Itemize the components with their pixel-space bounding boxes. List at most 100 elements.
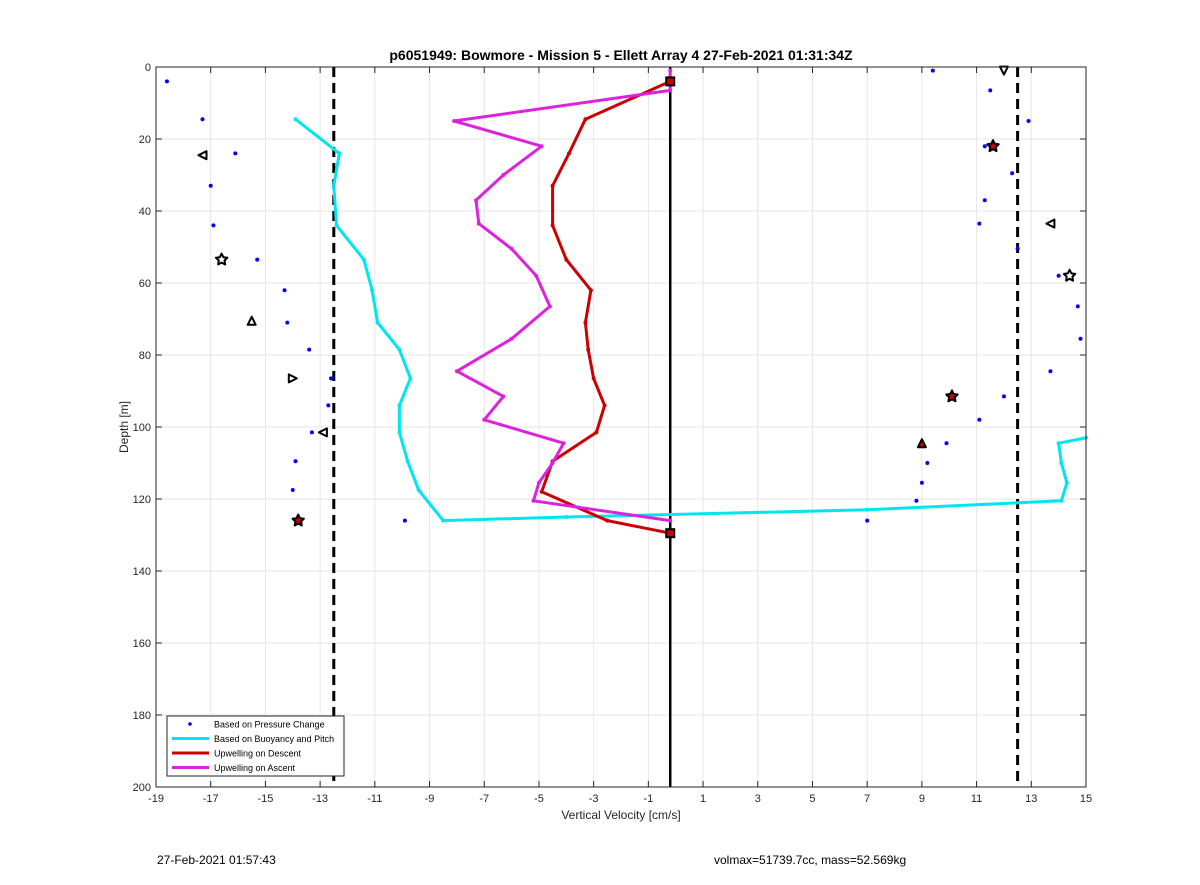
x-tick-label: -15 <box>257 793 273 805</box>
y-tick-label: 200 <box>133 782 151 794</box>
pressure-point <box>1075 304 1080 309</box>
x-tick-label: 9 <box>919 793 925 805</box>
pressure-point <box>982 198 987 203</box>
star-marker <box>1062 268 1077 282</box>
series-point <box>531 498 536 503</box>
series-point <box>509 336 514 341</box>
x-tick-label: -11 <box>367 793 382 805</box>
x-tick-label: 1 <box>700 793 706 805</box>
pressure-point <box>1056 273 1061 278</box>
series-point <box>564 515 569 519</box>
x-tick-label: -1 <box>643 793 653 805</box>
star-marker <box>986 139 1000 153</box>
pressure-point <box>914 498 919 503</box>
series-point <box>370 288 375 293</box>
chart-title: p6051949: Bowmore - Mission 5 - Ellett A… <box>389 47 853 63</box>
series-point <box>501 394 506 399</box>
y-tick-label: 160 <box>133 638 151 650</box>
series-point <box>591 376 596 381</box>
pressure-point <box>982 144 987 149</box>
pressure-point <box>1010 171 1015 176</box>
series-point <box>602 403 607 408</box>
series-point <box>397 347 402 352</box>
series-point <box>561 441 566 446</box>
x-tick-label: -7 <box>479 793 489 805</box>
pressure-point <box>925 461 930 465</box>
legend: Based on Pressure Change Based on Buoyanc… <box>166 715 345 777</box>
y-tick-label: 120 <box>133 494 151 506</box>
pressure-point <box>1078 336 1083 341</box>
legend-swatch <box>188 722 192 726</box>
x-tick-label: 3 <box>755 793 761 805</box>
legend-label: Based on Pressure Change <box>214 720 325 730</box>
series-point <box>397 430 402 435</box>
pressure-point <box>326 403 331 408</box>
pressure-point <box>290 488 295 492</box>
y-tick-label: 0 <box>145 62 151 74</box>
pressure-point <box>200 117 205 122</box>
pressure-point <box>309 430 314 435</box>
pressure-point <box>293 459 298 464</box>
series-point <box>550 461 555 465</box>
x-tick-label: 7 <box>864 793 870 805</box>
series-line <box>540 80 671 535</box>
series-point <box>441 518 446 523</box>
series-point <box>454 369 459 374</box>
series-point <box>668 88 673 93</box>
x-axis-label: Vertical Velocity [cm/s] <box>561 808 680 822</box>
pressure-point <box>282 288 287 293</box>
series-point <box>539 144 544 149</box>
series-point <box>476 221 481 226</box>
series-point <box>474 198 479 203</box>
series-point <box>550 183 555 188</box>
triangle-left-marker <box>317 427 328 438</box>
y-tick-label: 20 <box>139 134 151 146</box>
series-point <box>331 183 336 188</box>
series-point <box>668 68 673 73</box>
series-point <box>361 257 366 262</box>
series-point <box>375 320 380 325</box>
series-point <box>452 119 457 123</box>
legend-label: Upwelling on Descent <box>214 749 302 759</box>
triangle-left-marker <box>197 150 208 161</box>
series-point <box>550 223 555 228</box>
footer-timestamp: 27-Feb-2021 01:57:43 <box>157 853 276 867</box>
series-point <box>501 173 506 177</box>
series-point <box>536 480 541 485</box>
pressure-point <box>329 376 334 381</box>
y-tick-label: 80 <box>139 350 151 362</box>
pressure-point <box>930 68 935 73</box>
x-tick-label: 11 <box>971 793 982 805</box>
series-point <box>397 403 402 408</box>
series-point <box>583 320 588 325</box>
series-point <box>293 117 298 122</box>
y-tick-label: 40 <box>139 206 151 218</box>
x-tick-label: 5 <box>809 793 815 805</box>
pressure-point <box>233 151 238 156</box>
square-marker <box>665 76 676 87</box>
pressure-point <box>919 480 924 485</box>
x-tick-label: -5 <box>534 793 544 805</box>
x-tick-label: -13 <box>312 793 328 805</box>
series-point <box>416 488 421 492</box>
series-point <box>1059 498 1064 503</box>
x-tick-label: 15 <box>1080 793 1092 805</box>
y-tick-label: 180 <box>133 710 151 722</box>
square-marker <box>665 528 676 539</box>
star-marker <box>291 513 305 527</box>
legend-label: Based on Buoyancy and Pitch <box>214 734 334 744</box>
series-point <box>1056 441 1061 446</box>
series-point <box>547 304 552 309</box>
series-point <box>586 347 591 352</box>
pressure-point <box>944 441 949 446</box>
pressure-point <box>988 88 993 93</box>
series-point <box>668 518 673 523</box>
series-point <box>509 246 514 251</box>
pressure-point <box>1015 246 1020 251</box>
star-marker <box>214 252 229 266</box>
series-point <box>408 376 413 381</box>
series-point <box>594 430 599 435</box>
x-tick-label: -9 <box>425 793 435 805</box>
series-point <box>564 257 569 262</box>
